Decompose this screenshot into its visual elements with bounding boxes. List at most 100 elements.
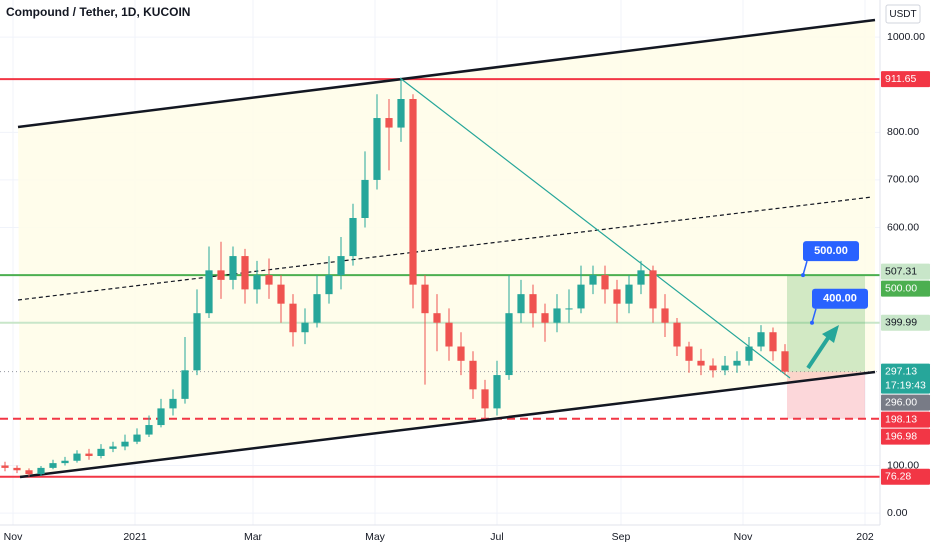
candle-body — [481, 389, 489, 409]
price-tag-label: 198.13 — [885, 413, 917, 425]
candle-body — [601, 275, 609, 290]
chart-title: Compound / Tether, 1D, KUCOIN — [6, 5, 190, 19]
candle-body — [685, 346, 693, 361]
candle-body — [733, 360, 741, 366]
candle-body — [457, 346, 465, 361]
target-pointer — [811, 308, 817, 323]
candle-body — [349, 217, 357, 257]
candle-body — [37, 467, 45, 475]
candle-body — [697, 360, 705, 366]
candle-body — [157, 408, 165, 426]
x-tick-label: Nov — [4, 531, 23, 543]
candle-body — [289, 303, 297, 333]
axis-labels: 0.00 100.00 600.00 700.00 800.00 1000.00 Nov 20… — [4, 31, 930, 543]
channel-mid — [17, 196, 873, 301]
price-tag-label: 507.31 — [885, 265, 917, 277]
candle-body — [565, 308, 573, 310]
channel-fill — [18, 20, 875, 477]
candle-body — [13, 467, 21, 471]
price-tag-label: 297.13 — [885, 365, 917, 377]
price-tag — [881, 314, 930, 331]
candle-body — [193, 313, 201, 371]
y-tick-label: 600.00 — [887, 221, 919, 233]
candle-body — [577, 284, 585, 309]
candle-body — [313, 294, 321, 323]
candle-body — [85, 453, 93, 456]
candle-body — [397, 99, 405, 128]
price-tag — [881, 394, 930, 411]
price-tag-label: 296.00 — [885, 396, 917, 408]
candle-body — [649, 270, 657, 309]
currency: USDT — [889, 9, 916, 20]
candle-body — [709, 365, 717, 371]
price-tag — [881, 280, 930, 297]
candle-body — [301, 322, 309, 333]
countdown: 17:19:43 — [885, 379, 926, 391]
x-tick-label: 202 — [856, 531, 874, 543]
x-tick-label: May — [365, 531, 386, 543]
arrow-head — [822, 325, 839, 343]
candle-body — [469, 360, 477, 390]
candle-body — [493, 375, 501, 409]
candle-body — [385, 118, 393, 128]
price-tag — [881, 468, 930, 485]
candle-body — [529, 294, 537, 314]
price-tag-label: 911.65 — [885, 73, 916, 85]
candle-body — [49, 463, 57, 468]
price-tag-label: 500.00 — [885, 282, 917, 294]
target-label: 400.00 — [823, 293, 857, 305]
y-tick-label: 800.00 — [887, 126, 919, 138]
price-tag — [881, 71, 930, 88]
candle-body — [769, 332, 777, 352]
channel-lower — [19, 370, 876, 479]
candle-body — [265, 275, 273, 285]
candle-body — [757, 332, 765, 347]
target-pointer — [802, 260, 808, 276]
candle-body — [541, 313, 549, 323]
candle-body — [421, 284, 429, 314]
y-tick-label: 0.00 — [887, 507, 908, 519]
x-tick-label: Mar — [244, 531, 263, 543]
candle-body — [409, 99, 417, 285]
levels — [0, 78, 880, 478]
price-tag — [881, 428, 930, 445]
candle-body — [25, 470, 33, 475]
candle-body — [589, 275, 597, 285]
candle-body — [97, 448, 105, 456]
candle-body — [205, 270, 213, 314]
target-label: 500.00 — [814, 245, 848, 257]
target-box — [812, 288, 868, 309]
candle-body — [1, 465, 9, 468]
candle-body — [373, 118, 381, 180]
candle-body — [121, 441, 129, 447]
candle-body — [505, 313, 513, 376]
candle-body — [253, 275, 261, 290]
price-tag-label: 196.98 — [885, 430, 917, 442]
loss-zone — [787, 371, 865, 419]
x-tick-label: Nov — [734, 531, 753, 543]
y-tick-label: 700.00 — [887, 174, 919, 186]
target-box — [803, 241, 859, 262]
candle-body — [553, 308, 561, 323]
candle-body — [637, 270, 645, 285]
candle-body — [73, 453, 81, 461]
currency-box — [885, 4, 921, 24]
candle-body — [661, 308, 669, 323]
price-tag-label: 76.28 — [885, 471, 911, 483]
channel-upper — [17, 18, 876, 129]
candle-body — [517, 294, 525, 314]
trendlines — [17, 18, 876, 479]
candle-body — [745, 346, 753, 361]
x-tick-label: 2021 — [123, 531, 147, 543]
candle-body — [781, 351, 789, 372]
drawings — [18, 20, 875, 477]
price-tag-label: 399.99 — [885, 316, 917, 328]
candle-body — [613, 289, 621, 304]
candle-body — [361, 179, 369, 218]
price-tag — [881, 263, 930, 280]
candle-body — [181, 370, 189, 399]
arrow-shaft — [806, 333, 832, 370]
x-tick-label: Jul — [490, 531, 503, 543]
candle-body — [145, 425, 153, 435]
